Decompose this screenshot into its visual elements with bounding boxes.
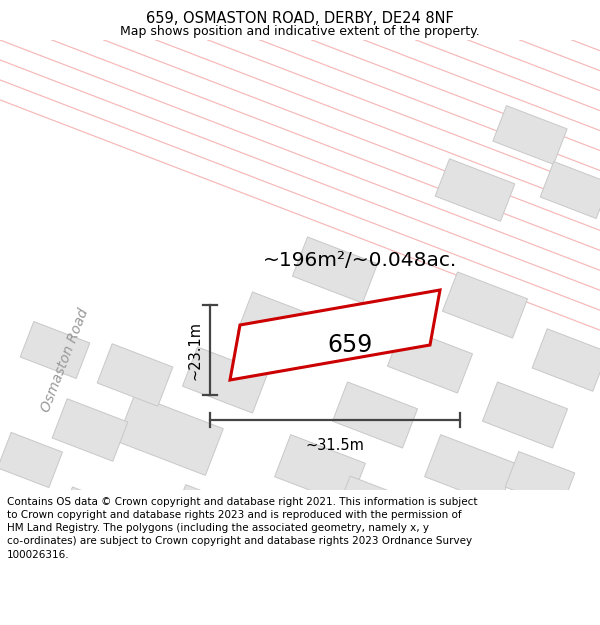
Polygon shape [292, 237, 377, 303]
Polygon shape [540, 161, 600, 219]
Polygon shape [170, 484, 260, 556]
Polygon shape [0, 432, 62, 488]
Polygon shape [20, 321, 90, 379]
Text: ~23.1m: ~23.1m [187, 321, 203, 379]
Text: ~196m²/~0.048ac.: ~196m²/~0.048ac. [263, 251, 457, 269]
Polygon shape [230, 290, 440, 380]
Polygon shape [52, 399, 128, 461]
Polygon shape [493, 106, 567, 164]
Text: Map shows position and indicative extent of the property.: Map shows position and indicative extent… [120, 25, 480, 38]
Polygon shape [388, 327, 473, 393]
Polygon shape [442, 272, 527, 338]
Polygon shape [97, 344, 173, 406]
Text: Contains OS data © Crown copyright and database right 2021. This information is : Contains OS data © Crown copyright and d… [7, 497, 478, 559]
Polygon shape [332, 382, 418, 448]
Text: ~31.5m: ~31.5m [305, 438, 364, 453]
Polygon shape [435, 159, 515, 221]
Polygon shape [116, 394, 223, 476]
Polygon shape [482, 382, 568, 448]
Text: Osmaston Road: Osmaston Road [39, 306, 91, 414]
Polygon shape [425, 434, 515, 506]
Polygon shape [532, 329, 600, 391]
Text: 659: 659 [328, 333, 373, 357]
Polygon shape [182, 347, 268, 413]
Polygon shape [505, 451, 575, 509]
Polygon shape [335, 476, 425, 544]
Polygon shape [275, 434, 365, 506]
Polygon shape [238, 292, 323, 358]
Text: 659, OSMASTON ROAD, DERBY, DE24 8NF: 659, OSMASTON ROAD, DERBY, DE24 8NF [146, 11, 454, 26]
Polygon shape [58, 487, 143, 553]
